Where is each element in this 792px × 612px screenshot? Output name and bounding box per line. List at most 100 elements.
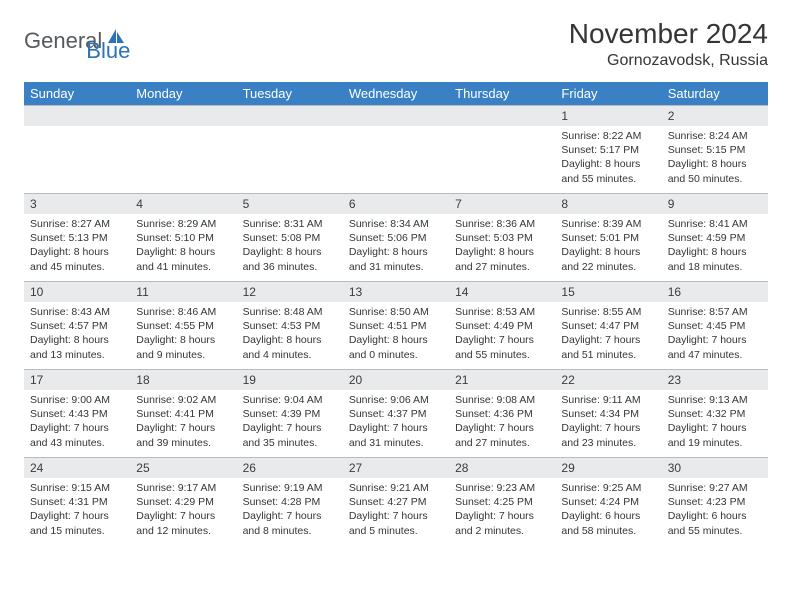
day-number: 30 [662, 458, 768, 478]
day-content: Sunrise: 9:08 AMSunset: 4:36 PMDaylight:… [449, 390, 555, 453]
day-content: Sunrise: 8:34 AMSunset: 5:06 PMDaylight:… [343, 214, 449, 277]
calendar-day-cell: 27Sunrise: 9:21 AMSunset: 4:27 PMDayligh… [343, 458, 449, 546]
calendar-day-cell: 10Sunrise: 8:43 AMSunset: 4:57 PMDayligh… [24, 282, 130, 370]
calendar-day-cell: 24Sunrise: 9:15 AMSunset: 4:31 PMDayligh… [24, 458, 130, 546]
calendar-day-cell: 21Sunrise: 9:08 AMSunset: 4:36 PMDayligh… [449, 370, 555, 458]
day-content: Sunrise: 8:22 AMSunset: 5:17 PMDaylight:… [555, 126, 661, 189]
calendar-day-cell: 1Sunrise: 8:22 AMSunset: 5:17 PMDaylight… [555, 106, 661, 194]
calendar-week-row: 1Sunrise: 8:22 AMSunset: 5:17 PMDaylight… [24, 106, 768, 194]
day-number: 13 [343, 282, 449, 302]
day-number: 2 [662, 106, 768, 126]
calendar-day-cell: 14Sunrise: 8:53 AMSunset: 4:49 PMDayligh… [449, 282, 555, 370]
day-number: 20 [343, 370, 449, 390]
calendar-day-cell [237, 106, 343, 194]
day-number: 26 [237, 458, 343, 478]
day-content: Sunrise: 8:39 AMSunset: 5:01 PMDaylight:… [555, 214, 661, 277]
day-number: 14 [449, 282, 555, 302]
day-content: Sunrise: 8:57 AMSunset: 4:45 PMDaylight:… [662, 302, 768, 365]
calendar-week-row: 3Sunrise: 8:27 AMSunset: 5:13 PMDaylight… [24, 194, 768, 282]
weekday-header: Thursday [449, 82, 555, 106]
logo-text-blue: Blue [86, 38, 130, 64]
calendar-day-cell: 18Sunrise: 9:02 AMSunset: 4:41 PMDayligh… [130, 370, 236, 458]
day-number: 25 [130, 458, 236, 478]
calendar-day-cell [449, 106, 555, 194]
calendar-week-row: 17Sunrise: 9:00 AMSunset: 4:43 PMDayligh… [24, 370, 768, 458]
calendar-day-cell: 26Sunrise: 9:19 AMSunset: 4:28 PMDayligh… [237, 458, 343, 546]
day-content: Sunrise: 9:17 AMSunset: 4:29 PMDaylight:… [130, 478, 236, 541]
weekday-header-row: SundayMondayTuesdayWednesdayThursdayFrid… [24, 82, 768, 106]
calendar-day-cell: 15Sunrise: 8:55 AMSunset: 4:47 PMDayligh… [555, 282, 661, 370]
day-number: 9 [662, 194, 768, 214]
day-content: Sunrise: 9:13 AMSunset: 4:32 PMDaylight:… [662, 390, 768, 453]
calendar-week-row: 10Sunrise: 8:43 AMSunset: 4:57 PMDayligh… [24, 282, 768, 370]
page-title: November 2024 [569, 18, 768, 50]
day-number: 23 [662, 370, 768, 390]
day-content: Sunrise: 8:46 AMSunset: 4:55 PMDaylight:… [130, 302, 236, 365]
day-number: 7 [449, 194, 555, 214]
day-content: Sunrise: 9:15 AMSunset: 4:31 PMDaylight:… [24, 478, 130, 541]
weekday-header: Saturday [662, 82, 768, 106]
calendar-day-cell: 3Sunrise: 8:27 AMSunset: 5:13 PMDaylight… [24, 194, 130, 282]
day-content: Sunrise: 8:48 AMSunset: 4:53 PMDaylight:… [237, 302, 343, 365]
calendar-day-cell: 6Sunrise: 8:34 AMSunset: 5:06 PMDaylight… [343, 194, 449, 282]
day-content: Sunrise: 8:55 AMSunset: 4:47 PMDaylight:… [555, 302, 661, 365]
day-content: Sunrise: 9:06 AMSunset: 4:37 PMDaylight:… [343, 390, 449, 453]
calendar-day-cell: 12Sunrise: 8:48 AMSunset: 4:53 PMDayligh… [237, 282, 343, 370]
day-number: 27 [343, 458, 449, 478]
weekday-header: Wednesday [343, 82, 449, 106]
calendar-day-cell: 13Sunrise: 8:50 AMSunset: 4:51 PMDayligh… [343, 282, 449, 370]
day-number: 10 [24, 282, 130, 302]
day-number: 21 [449, 370, 555, 390]
weekday-header: Monday [130, 82, 236, 106]
day-number: 17 [24, 370, 130, 390]
calendar-day-cell: 29Sunrise: 9:25 AMSunset: 4:24 PMDayligh… [555, 458, 661, 546]
day-number: 22 [555, 370, 661, 390]
day-number: 11 [130, 282, 236, 302]
day-number-empty [343, 106, 449, 126]
day-number: 1 [555, 106, 661, 126]
day-number: 18 [130, 370, 236, 390]
calendar-day-cell [130, 106, 236, 194]
day-content: Sunrise: 9:19 AMSunset: 4:28 PMDaylight:… [237, 478, 343, 541]
day-number-empty [237, 106, 343, 126]
calendar-day-cell: 9Sunrise: 8:41 AMSunset: 4:59 PMDaylight… [662, 194, 768, 282]
day-number: 24 [24, 458, 130, 478]
day-content: Sunrise: 8:27 AMSunset: 5:13 PMDaylight:… [24, 214, 130, 277]
calendar-day-cell: 2Sunrise: 8:24 AMSunset: 5:15 PMDaylight… [662, 106, 768, 194]
day-content: Sunrise: 8:29 AMSunset: 5:10 PMDaylight:… [130, 214, 236, 277]
day-number-empty [24, 106, 130, 126]
day-content: Sunrise: 9:21 AMSunset: 4:27 PMDaylight:… [343, 478, 449, 541]
day-number: 16 [662, 282, 768, 302]
day-content: Sunrise: 9:23 AMSunset: 4:25 PMDaylight:… [449, 478, 555, 541]
calendar-week-row: 24Sunrise: 9:15 AMSunset: 4:31 PMDayligh… [24, 458, 768, 546]
day-number: 28 [449, 458, 555, 478]
day-content: Sunrise: 9:11 AMSunset: 4:34 PMDaylight:… [555, 390, 661, 453]
calendar-body: 1Sunrise: 8:22 AMSunset: 5:17 PMDaylight… [24, 106, 768, 546]
day-content: Sunrise: 9:00 AMSunset: 4:43 PMDaylight:… [24, 390, 130, 453]
weekday-header: Friday [555, 82, 661, 106]
page-subtitle: Gornozavodsk, Russia [569, 52, 768, 70]
day-number: 5 [237, 194, 343, 214]
calendar-day-cell: 7Sunrise: 8:36 AMSunset: 5:03 PMDaylight… [449, 194, 555, 282]
day-content: Sunrise: 9:27 AMSunset: 4:23 PMDaylight:… [662, 478, 768, 541]
day-number: 29 [555, 458, 661, 478]
day-number: 15 [555, 282, 661, 302]
calendar-day-cell: 30Sunrise: 9:27 AMSunset: 4:23 PMDayligh… [662, 458, 768, 546]
calendar-day-cell: 8Sunrise: 8:39 AMSunset: 5:01 PMDaylight… [555, 194, 661, 282]
day-content: Sunrise: 8:24 AMSunset: 5:15 PMDaylight:… [662, 126, 768, 189]
day-content: Sunrise: 8:36 AMSunset: 5:03 PMDaylight:… [449, 214, 555, 277]
calendar-day-cell: 5Sunrise: 8:31 AMSunset: 5:08 PMDaylight… [237, 194, 343, 282]
calendar-day-cell: 25Sunrise: 9:17 AMSunset: 4:29 PMDayligh… [130, 458, 236, 546]
calendar-day-cell: 23Sunrise: 9:13 AMSunset: 4:32 PMDayligh… [662, 370, 768, 458]
day-number-empty [130, 106, 236, 126]
calendar-day-cell [343, 106, 449, 194]
day-number: 4 [130, 194, 236, 214]
logo: General Blue [24, 18, 130, 64]
calendar-day-cell: 4Sunrise: 8:29 AMSunset: 5:10 PMDaylight… [130, 194, 236, 282]
day-number: 19 [237, 370, 343, 390]
calendar-table: SundayMondayTuesdayWednesdayThursdayFrid… [24, 82, 768, 546]
calendar-day-cell: 20Sunrise: 9:06 AMSunset: 4:37 PMDayligh… [343, 370, 449, 458]
day-content: Sunrise: 8:50 AMSunset: 4:51 PMDaylight:… [343, 302, 449, 365]
day-number: 6 [343, 194, 449, 214]
day-number: 3 [24, 194, 130, 214]
